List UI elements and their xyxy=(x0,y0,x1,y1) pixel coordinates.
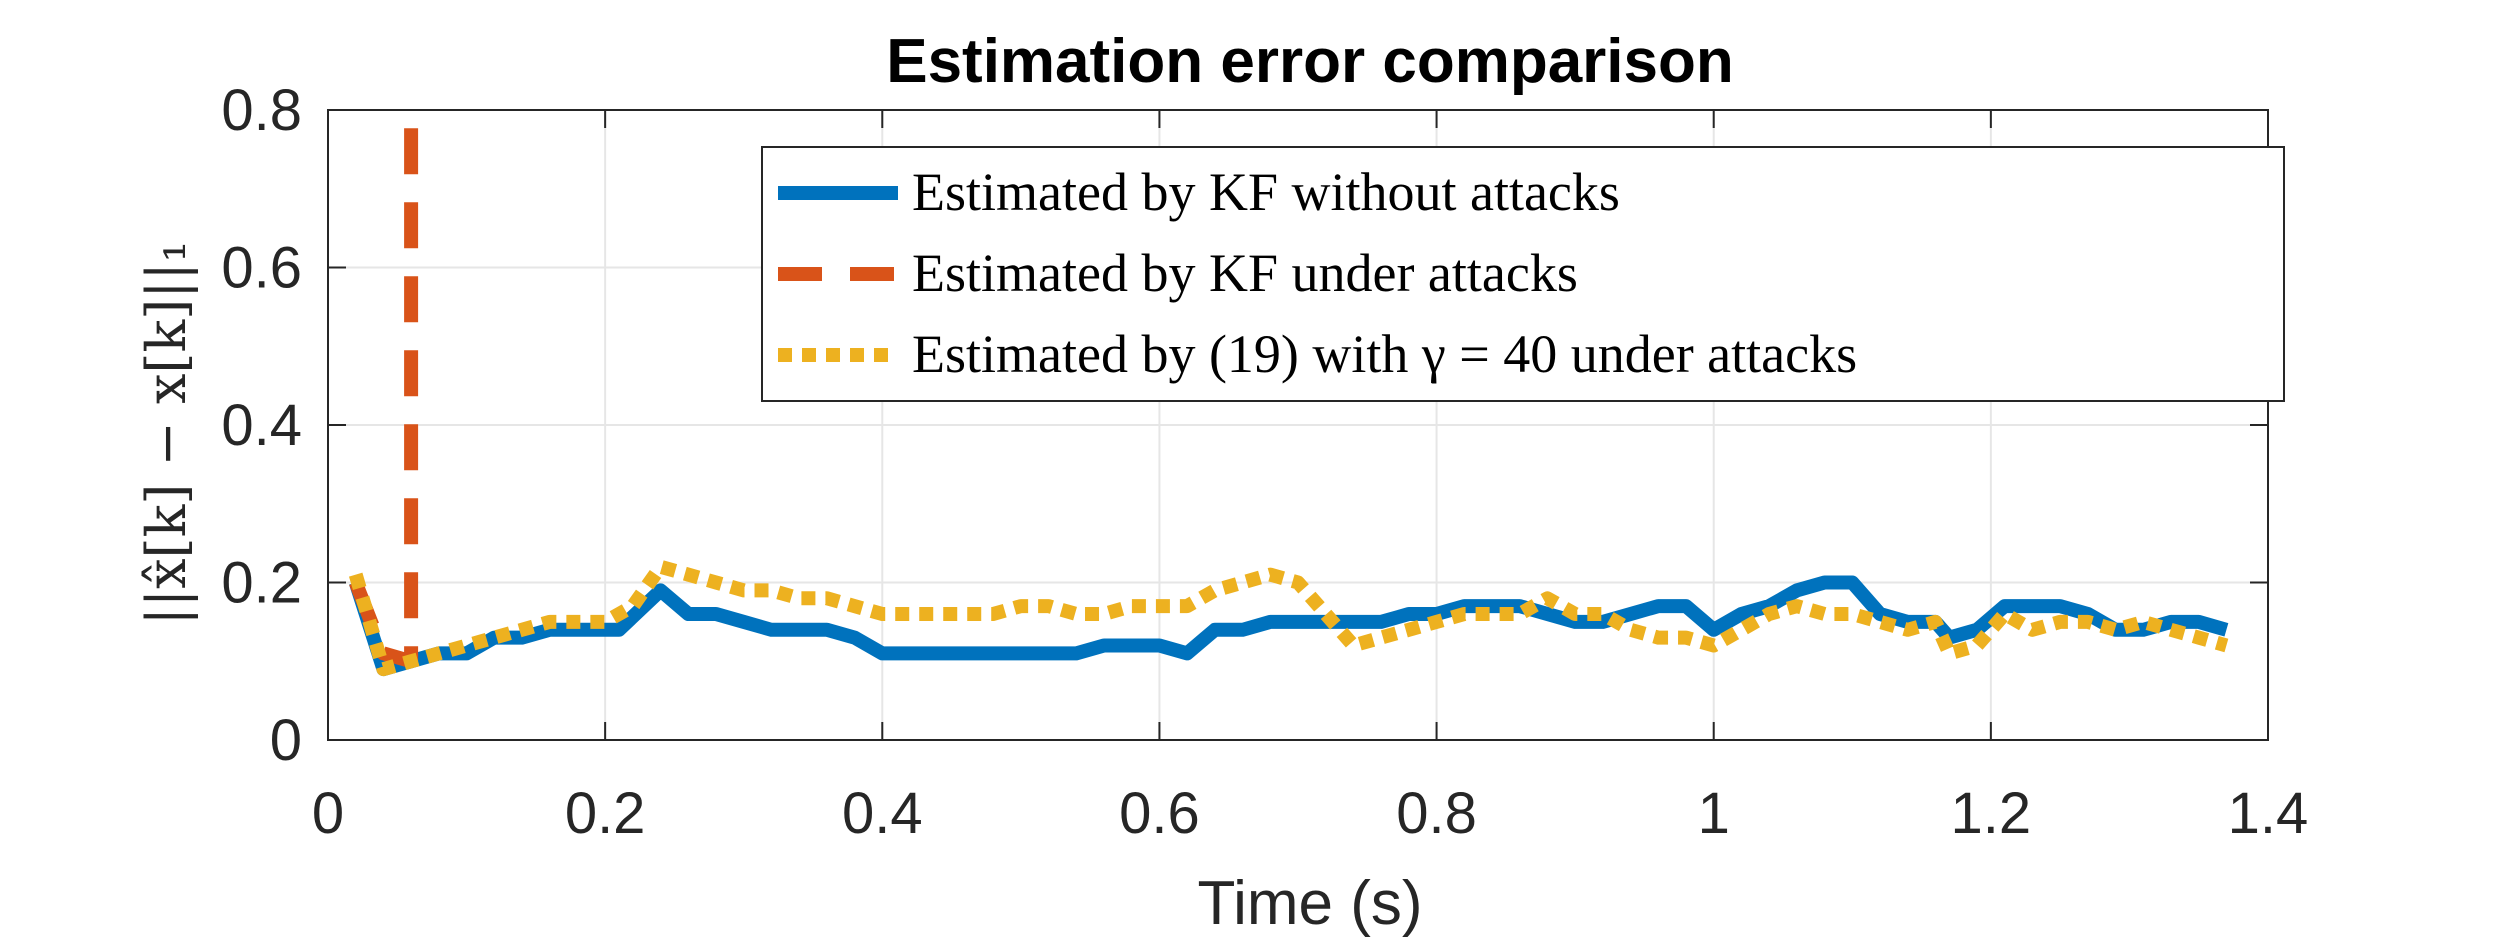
x-axis-label: Time (s) xyxy=(1198,869,1423,938)
x-tick-label: 0.6 xyxy=(1119,781,1200,846)
x-tick-label: 1 xyxy=(1698,781,1730,846)
series-line-1 xyxy=(349,110,419,669)
y-tick-label: 0.4 xyxy=(221,393,302,458)
legend-box xyxy=(761,146,2285,402)
chart-title: Estimation error comparison xyxy=(886,27,1734,96)
legend-label-proposed: Estimated by (19) with γ = 40 under atta… xyxy=(912,324,1857,384)
y-axis-label: ||x̂[k] − x[k]||₁ xyxy=(135,241,198,626)
y-tick-label: 0.2 xyxy=(221,551,302,616)
x-tick-label: 0.4 xyxy=(842,781,923,846)
legend-label-kf-no-attack: Estimated by KF without attacks xyxy=(912,162,1620,222)
series-lines xyxy=(348,110,2229,677)
legend-label-kf-attack: Estimated by KF under attacks xyxy=(912,243,1578,303)
x-tick-label: 1.4 xyxy=(2228,781,2309,846)
x-tick-label: 0 xyxy=(312,781,344,846)
y-tick-label: 0.8 xyxy=(221,78,302,143)
x-tick-label: 0.8 xyxy=(1396,781,1477,846)
x-tick-label: 0.2 xyxy=(565,781,646,846)
x-tick-labels: 0 0.2 0.4 0.6 0.8 1 1.2 1.4 xyxy=(312,781,2308,846)
legend: Estimated by KF without attacks Estimate… xyxy=(761,146,2285,402)
y-tick-label: 0 xyxy=(270,708,302,773)
x-tick-label: 1.2 xyxy=(1951,781,2032,846)
series-line-2 xyxy=(348,559,2229,677)
y-tick-labels: 0 0.2 0.4 0.6 0.8 xyxy=(221,78,302,773)
y-tick-label: 0.6 xyxy=(221,236,302,301)
